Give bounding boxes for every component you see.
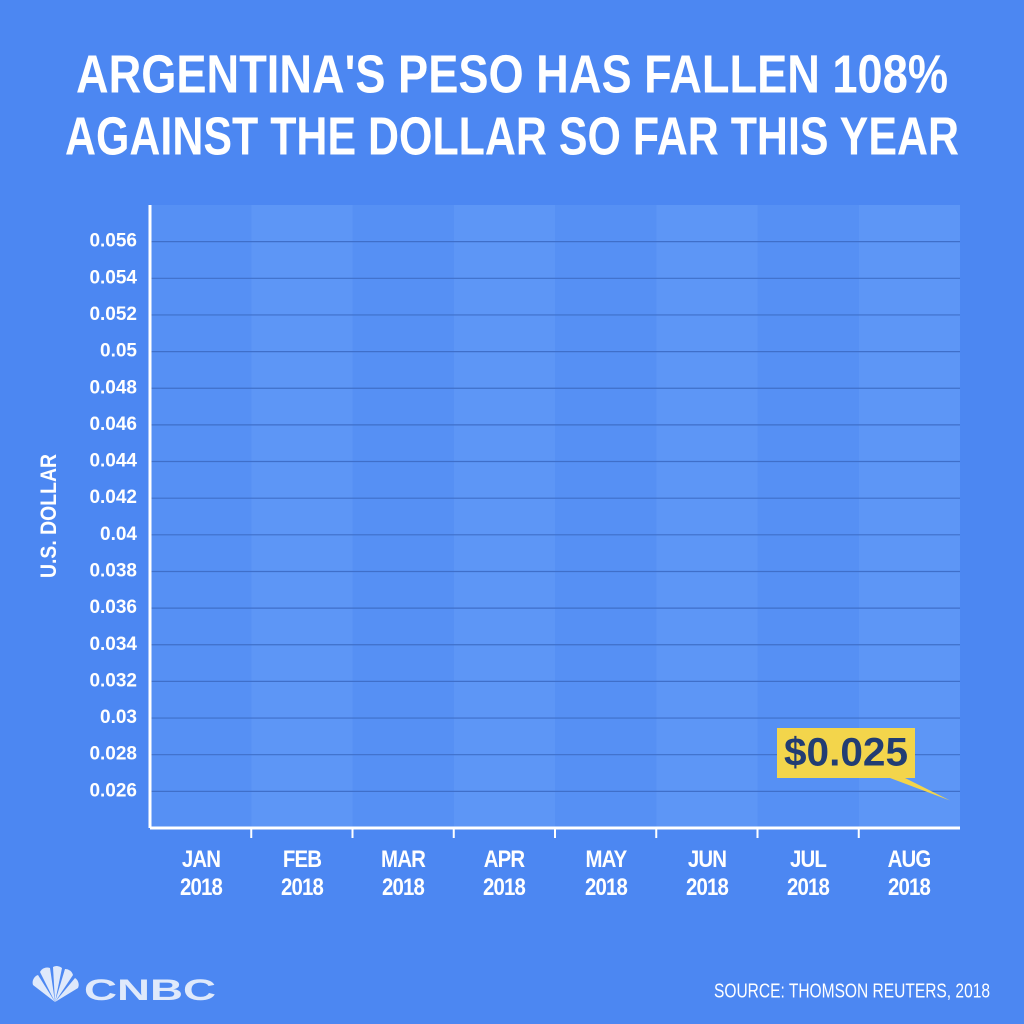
month-band xyxy=(352,205,454,828)
y-tick-label: 0.034 xyxy=(89,634,137,655)
x-tick-label: FEB 2018 xyxy=(280,846,324,901)
x-tick-label: AUG 2018 xyxy=(887,846,932,901)
y-tick-label: 0.046 xyxy=(89,414,137,435)
x-tick-label: JUN 2018 xyxy=(685,846,729,901)
month-band xyxy=(656,205,758,828)
y-tick-label: 0.032 xyxy=(89,670,137,691)
month-band xyxy=(757,205,859,828)
annotation-label: $0.025 xyxy=(784,731,908,775)
x-tick-label: MAY 2018 xyxy=(584,846,628,901)
month-band xyxy=(251,205,353,828)
x-tick-label: JAN 2018 xyxy=(179,846,223,901)
y-tick-label: 0.03 xyxy=(100,707,137,728)
y-tick-label: 0.026 xyxy=(89,780,137,801)
logo-icon xyxy=(32,966,79,1002)
y-tick-label: 0.056 xyxy=(89,231,137,252)
chart-title: AGAINST THE DOLLAR SO FAR THIS YEAR xyxy=(65,106,959,166)
source-note: SOURCE: THOMSON REUTERS, 2018 xyxy=(714,980,990,1002)
y-tick-label: 0.04 xyxy=(100,524,137,545)
month-band xyxy=(150,205,252,828)
brand-logo: CNBC xyxy=(84,974,216,1007)
y-tick-label: 0.038 xyxy=(89,560,137,581)
annotation-box xyxy=(777,728,950,801)
month-band xyxy=(453,205,555,828)
x-tick-label: MAR 2018 xyxy=(381,846,426,901)
y-tick-label: 0.054 xyxy=(89,267,137,288)
x-tick-label: JUL 2018 xyxy=(787,846,830,901)
y-tick-label: 0.052 xyxy=(89,304,137,325)
y-tick-label: 0.028 xyxy=(89,744,137,765)
month-band xyxy=(858,205,960,828)
y-axis-label: U.S. DOLLAR xyxy=(36,454,61,578)
y-tick-label: 0.048 xyxy=(89,377,137,398)
y-tick-label: 0.042 xyxy=(89,487,137,508)
y-tick-label: 0.05 xyxy=(100,341,137,362)
y-tick-label: 0.036 xyxy=(89,597,137,618)
plot-area xyxy=(150,205,960,828)
chart-title: ARGENTINA'S PESO HAS FALLEN 108% xyxy=(76,44,948,104)
y-tick-label: 0.044 xyxy=(89,451,137,472)
x-tick-label: APR 2018 xyxy=(483,846,526,901)
month-band xyxy=(555,205,657,828)
